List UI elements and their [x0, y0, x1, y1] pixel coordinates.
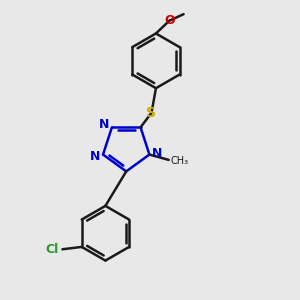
Text: CH₃: CH₃: [170, 155, 188, 166]
Text: N: N: [89, 150, 100, 164]
Text: N: N: [152, 147, 162, 160]
Text: O: O: [164, 14, 175, 27]
Text: S: S: [146, 106, 157, 120]
Text: N: N: [98, 118, 109, 131]
Text: Cl: Cl: [46, 243, 59, 256]
